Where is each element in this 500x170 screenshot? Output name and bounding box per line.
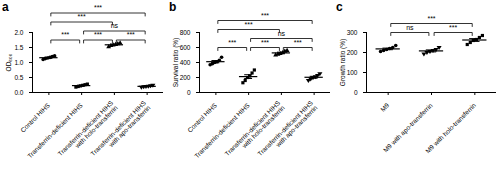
svg-text:Transferrin-deficient HIHSwith: Transferrin-deficient HIHSwith apo-trans…: [89, 99, 153, 163]
svg-text:***: ***: [94, 31, 102, 38]
svg-text:ns: ns: [406, 24, 414, 31]
svg-text:***: ***: [261, 12, 269, 19]
svg-text:Transferrin-deficient HIHS: Transferrin-deficient HIHS: [193, 101, 251, 159]
svg-text:ns: ns: [278, 30, 286, 37]
svg-text:***: ***: [78, 13, 86, 20]
svg-text:***: ***: [245, 21, 253, 28]
svg-text:2.0: 2.0: [14, 29, 23, 36]
svg-text:Control HIHS: Control HIHS: [19, 101, 51, 133]
svg-text:1.0: 1.0: [14, 59, 23, 66]
svg-text:***: ***: [449, 24, 457, 31]
svg-text:***: ***: [228, 39, 236, 46]
svg-text:Growth ratio (%): Growth ratio (%): [339, 39, 347, 86]
svg-text:300: 300: [347, 29, 358, 36]
svg-text:***: ***: [261, 39, 269, 46]
svg-text:***: ***: [427, 15, 435, 22]
svg-text:200: 200: [180, 74, 191, 81]
svg-text:200: 200: [347, 49, 358, 56]
svg-text:800: 800: [180, 29, 191, 36]
svg-text:0: 0: [354, 89, 358, 96]
svg-text:0.0: 0.0: [14, 89, 23, 96]
svg-text:0.5: 0.5: [14, 74, 23, 81]
svg-text:Control HIHS: Control HIHS: [186, 101, 218, 133]
svg-text:0: 0: [187, 89, 191, 96]
svg-text:400: 400: [180, 59, 191, 66]
svg-text:***: ***: [294, 39, 302, 46]
svg-text:M9: M9: [379, 101, 391, 113]
svg-text:1.5: 1.5: [14, 44, 23, 51]
svg-text:100: 100: [347, 69, 358, 76]
svg-text:Transferrin-deficient HIHS: Transferrin-deficient HIHS: [26, 101, 84, 159]
svg-text:600: 600: [180, 44, 191, 51]
svg-text:Transferrin-deficient HIHSwith: Transferrin-deficient HIHSwith apo-trans…: [256, 99, 320, 163]
svg-text:***: ***: [61, 31, 69, 38]
svg-text:OD₆₀₀: OD₆₀₀: [5, 53, 12, 71]
svg-text:***: ***: [94, 4, 102, 11]
svg-text:ns: ns: [111, 22, 119, 29]
svg-text:Survival ratio (%): Survival ratio (%): [172, 38, 180, 87]
svg-text:M9 with holo-transferrin: M9 with holo-transferrin: [424, 101, 477, 154]
svg-text:***: ***: [127, 31, 135, 38]
